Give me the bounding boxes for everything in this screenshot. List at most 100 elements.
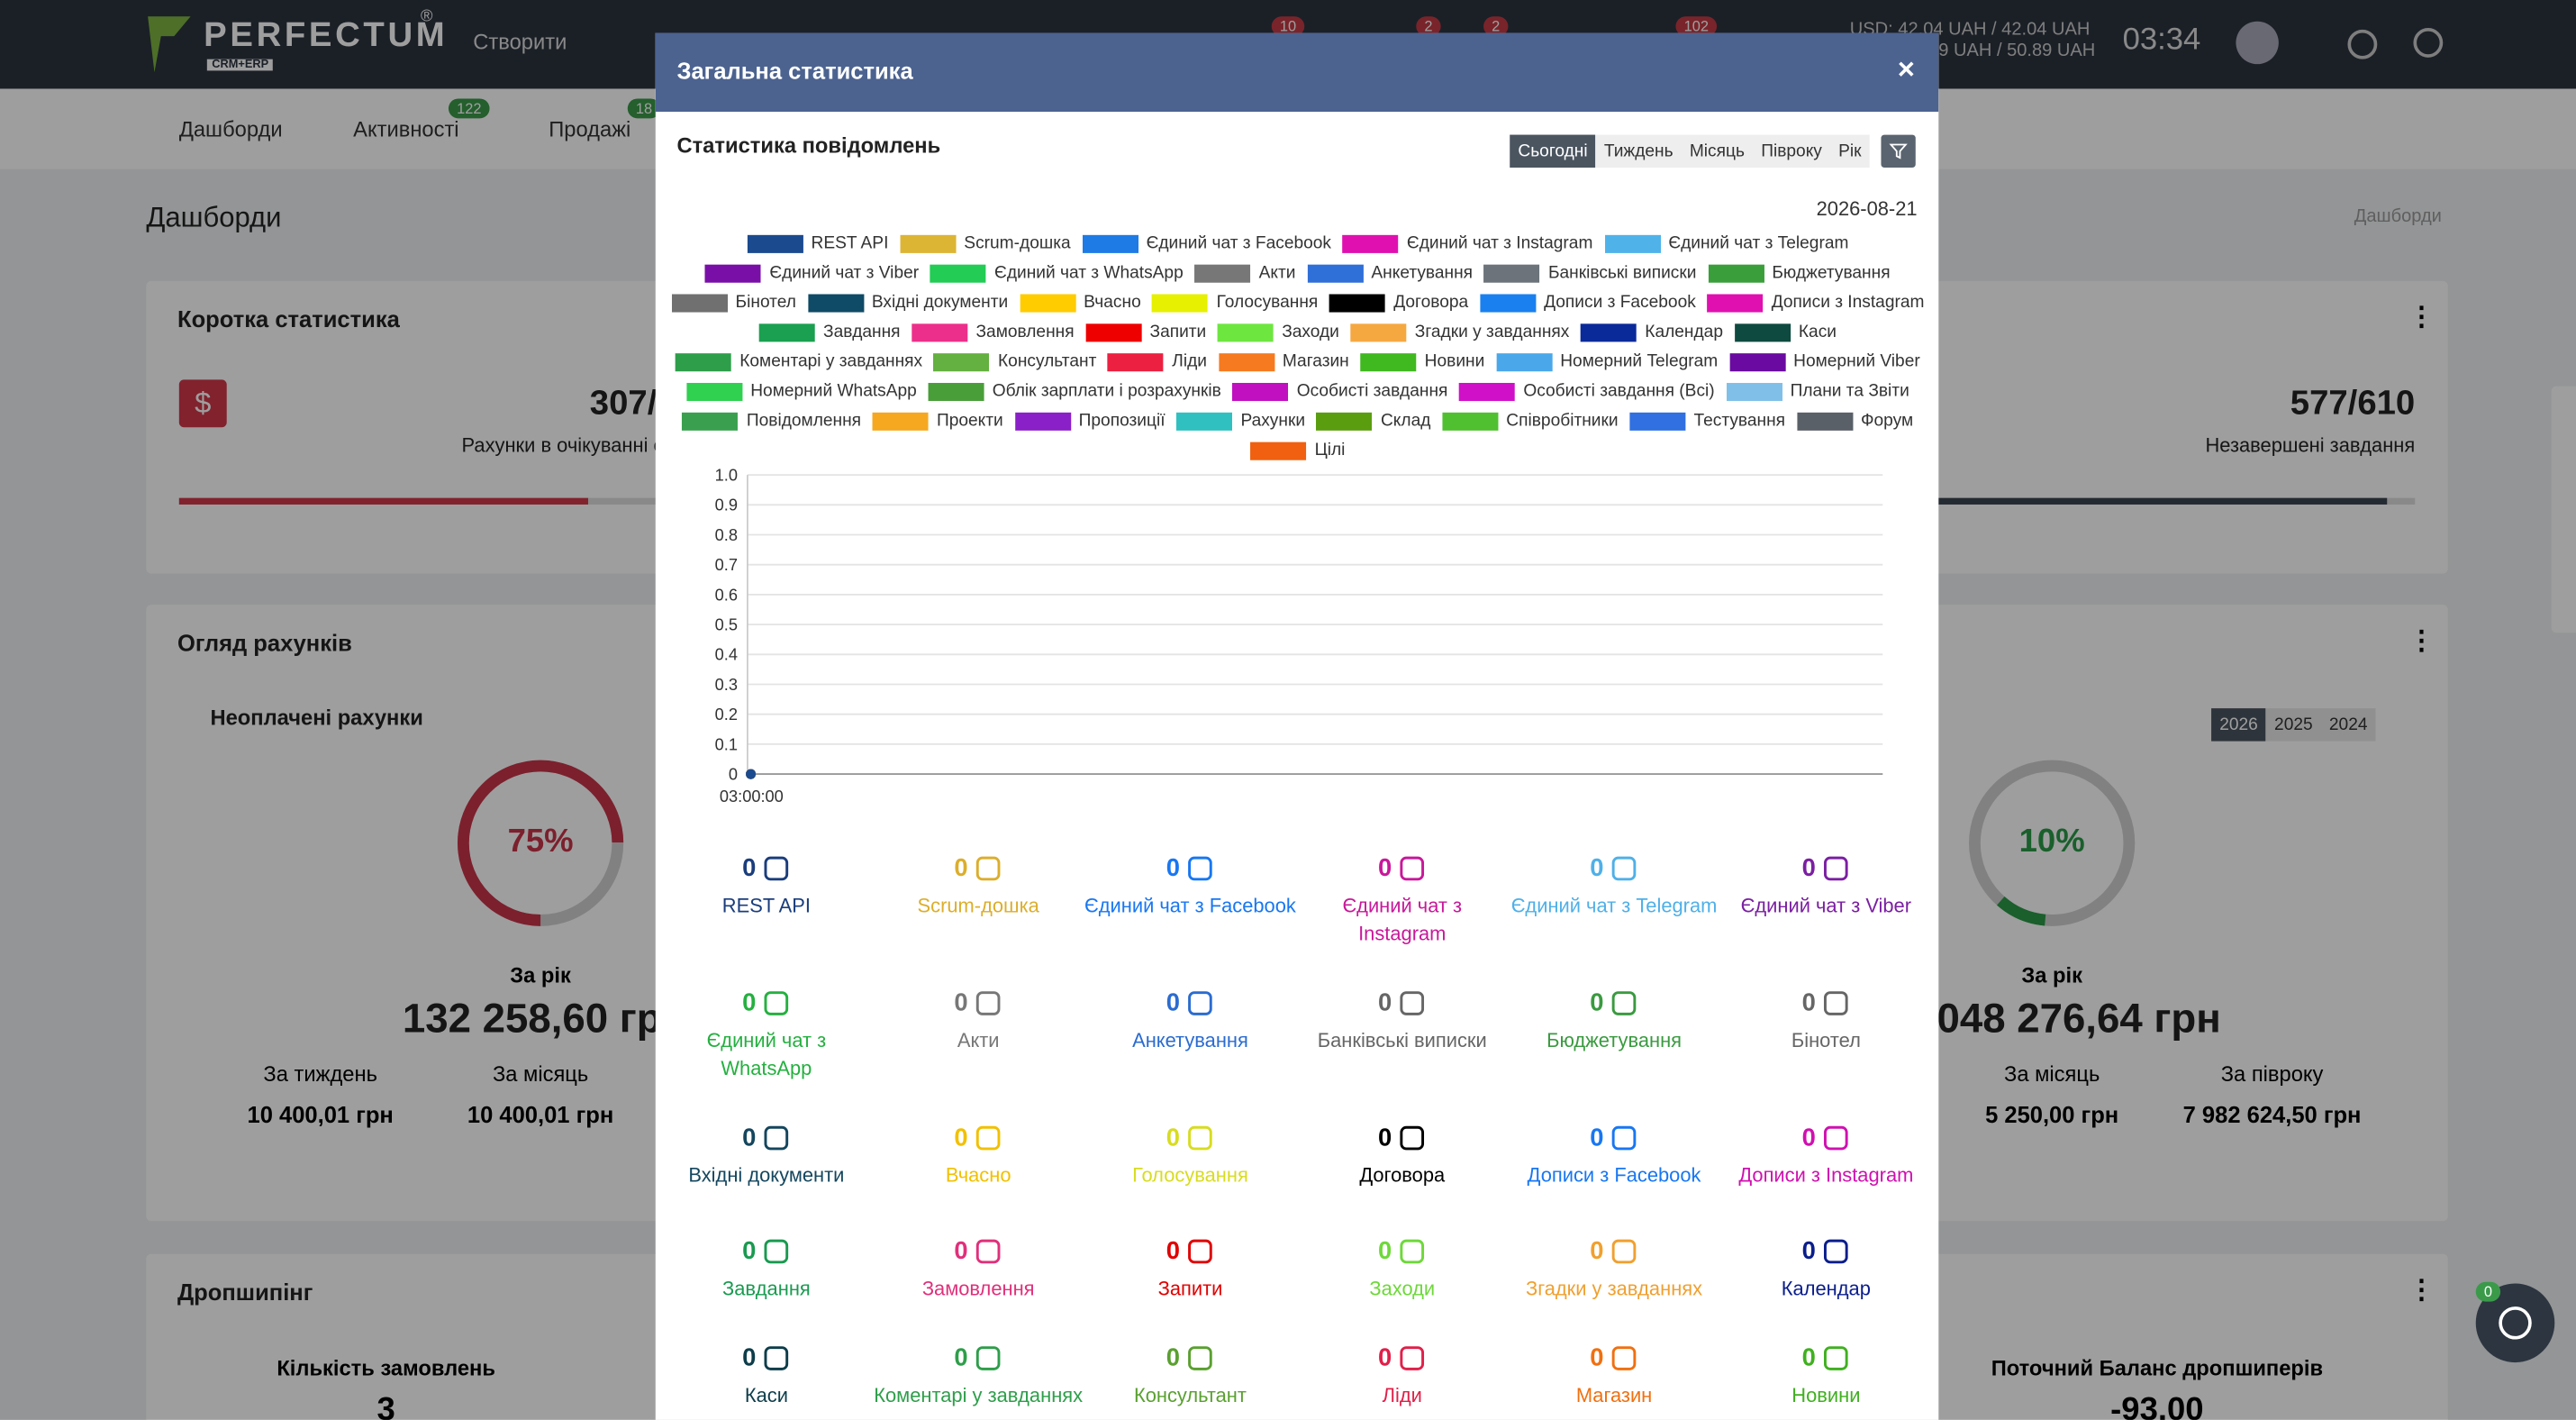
legend-item[interactable]: Договора: [1329, 291, 1468, 314]
legend-item[interactable]: Номерний WhatsApp: [686, 379, 917, 403]
legend-item[interactable]: Дописи з Facebook: [1479, 291, 1696, 314]
legend-item[interactable]: Ліди: [1108, 350, 1207, 374]
menu-dots[interactable]: ⋮: [2408, 1277, 2435, 1306]
stat-item[interactable]: 0 Календар: [1720, 1233, 1932, 1340]
stat-item[interactable]: 0 Вчасно: [873, 1119, 1084, 1233]
legend-item[interactable]: Новини: [1360, 350, 1484, 374]
stat-item[interactable]: 0 Єдиний чат з WhatsApp: [660, 985, 872, 1120]
create-menu[interactable]: Створити: [473, 29, 567, 55]
legend-item[interactable]: Каси: [1734, 321, 1837, 344]
stat-item[interactable]: 0 Дописи з Instagram: [1720, 1119, 1932, 1233]
legend-item[interactable]: Повідомлення: [682, 409, 861, 432]
stat-item[interactable]: 0 Згадки у завданнях: [1508, 1233, 1719, 1340]
stat-item[interactable]: 0 Дописи з Facebook: [1508, 1119, 1719, 1233]
legend-item[interactable]: Цілі: [1250, 439, 1345, 462]
legend-item[interactable]: Консультант: [933, 350, 1096, 374]
avatar[interactable]: [2236, 21, 2279, 65]
legend-item[interactable]: Тестування: [1629, 409, 1785, 432]
stat-item[interactable]: 0 Банківські виписки: [1296, 985, 1508, 1120]
nav-item[interactable]: Продажі: [549, 116, 631, 141]
nav-item[interactable]: Активності: [353, 116, 459, 141]
nav-item[interactable]: Дашборди: [178, 116, 283, 141]
legend-item[interactable]: Єдиний чат з Instagram: [1342, 232, 1592, 255]
legend-item[interactable]: Єдиний чат з Viber: [705, 261, 919, 285]
legend-item[interactable]: Вчасно: [1020, 291, 1141, 314]
legend-item[interactable]: Проекти: [872, 409, 1003, 432]
legend-item[interactable]: Магазин: [1218, 350, 1349, 374]
legend-item[interactable]: Пропозиції: [1014, 409, 1166, 432]
period-tab[interactable]: Півроку: [1761, 141, 1822, 161]
legend-item[interactable]: Scrum-дошка: [900, 232, 1071, 255]
legend-item[interactable]: Єдиний чат з WhatsApp: [930, 261, 1184, 285]
legend-item[interactable]: Бінотел: [671, 291, 796, 314]
side-tab[interactable]: [2551, 386, 2576, 633]
legend-item[interactable]: Згадки у завданнях: [1350, 321, 1569, 344]
legend-item[interactable]: Співробітники: [1442, 409, 1619, 432]
legend-item[interactable]: REST API: [747, 232, 888, 255]
legend-item[interactable]: Банківські виписки: [1483, 261, 1696, 285]
legend-item[interactable]: Календар: [1581, 321, 1723, 344]
stat-item[interactable]: 0 Єдиний чат з Instagram: [1296, 850, 1508, 985]
stat-item[interactable]: 0 Єдиний чат з Viber: [1720, 850, 1932, 985]
stat-item[interactable]: 0 Заходи: [1296, 1233, 1508, 1340]
stat-item[interactable]: 0 Ліди: [1296, 1340, 1508, 1420]
stat-item[interactable]: 0 Коментарі у завданнях: [873, 1340, 1084, 1420]
legend-item[interactable]: Форум: [1796, 409, 1913, 432]
legend-item[interactable]: Анкетування: [1307, 261, 1473, 285]
stat-item[interactable]: 0 Консультант: [1084, 1340, 1296, 1420]
year-tab[interactable]: 2025: [2274, 715, 2313, 735]
year-tab[interactable]: 2024: [2328, 715, 2368, 735]
legend-item[interactable]: Плани та Звіти: [1726, 379, 1909, 403]
stat-item[interactable]: 0 Голосування: [1084, 1119, 1296, 1233]
stat-item[interactable]: 0 Каси: [660, 1340, 872, 1420]
stat-item[interactable]: 0 Запити: [1084, 1233, 1296, 1340]
stat-item[interactable]: 0 Єдиний чат з Facebook: [1084, 850, 1296, 985]
stat-item[interactable]: 0 Анкетування: [1084, 985, 1296, 1120]
legend-item[interactable]: Голосування: [1152, 291, 1318, 314]
stat-item[interactable]: 0 Договора: [1296, 1119, 1508, 1233]
stat-item[interactable]: 0 Бінотел: [1720, 985, 1932, 1120]
legend-item[interactable]: Склад: [1316, 409, 1430, 432]
year-tab[interactable]: 2026: [2211, 708, 2266, 742]
stat-item[interactable]: 0 Акти: [873, 985, 1084, 1120]
filter-button[interactable]: [1881, 134, 1916, 168]
legend-item[interactable]: Бюджетування: [1708, 261, 1891, 285]
stat-item[interactable]: 0 Scrum-дошка: [873, 850, 1084, 985]
power-button[interactable]: [2347, 29, 2378, 59]
close-button[interactable]: ×: [1897, 52, 1915, 86]
legend-item[interactable]: Особисті завдання (Всі): [1459, 379, 1715, 403]
help-button[interactable]: [2413, 28, 2444, 58]
legend-item[interactable]: Номерний Viber: [1728, 350, 1920, 374]
icon-shape: [976, 1345, 1001, 1370]
stat-item[interactable]: 0 Новини: [1720, 1340, 1932, 1420]
legend-item[interactable]: Замовлення: [912, 321, 1075, 344]
legend-item[interactable]: Єдиний чат з Facebook: [1082, 232, 1331, 255]
legend-item[interactable]: Єдиний чат з Telegram: [1604, 232, 1848, 255]
stat-item[interactable]: 0 Вхідні документи: [660, 1119, 872, 1233]
stat-item[interactable]: 0 Замовлення: [873, 1233, 1084, 1340]
legend-item[interactable]: Запити: [1085, 321, 1206, 344]
stat-item[interactable]: 0 REST API: [660, 850, 872, 985]
legend-item[interactable]: Вхідні документи: [807, 291, 1008, 314]
legend-item[interactable]: Дописи з Instagram: [1707, 291, 1924, 314]
legend-item[interactable]: Облік зарплати і розрахунків: [928, 379, 1221, 403]
period-tab[interactable]: Тиждень: [1603, 141, 1673, 161]
stat-item[interactable]: 0 Завдання: [660, 1233, 872, 1340]
legend-item[interactable]: Коментарі у завданнях: [676, 350, 922, 374]
stat-item[interactable]: 0 Магазин: [1508, 1340, 1719, 1420]
stat-item[interactable]: 0 Бюджетування: [1508, 985, 1719, 1120]
stat-item[interactable]: 0 Єдиний чат з Telegram: [1508, 850, 1719, 985]
legend-item[interactable]: Номерний Telegram: [1496, 350, 1718, 374]
period-tab[interactable]: Місяць: [1689, 141, 1745, 161]
period-tab[interactable]: Сьогодні: [1510, 134, 1596, 168]
menu-dots[interactable]: ⋮: [2408, 627, 2435, 656]
legend-item[interactable]: Рахунки: [1176, 409, 1305, 432]
menu-dots[interactable]: ⋮: [2408, 304, 2435, 332]
period: За рік: [510, 962, 571, 988]
period-tab[interactable]: Рік: [1838, 141, 1862, 161]
legend-item[interactable]: Акти: [1194, 261, 1295, 285]
legend-item[interactable]: Заходи: [1218, 321, 1339, 344]
legend-item[interactable]: Завдання: [758, 321, 901, 344]
legend-item[interactable]: Особисті завдання: [1232, 379, 1447, 403]
breadcrumb[interactable]: Дашборди: [2354, 206, 2442, 227]
